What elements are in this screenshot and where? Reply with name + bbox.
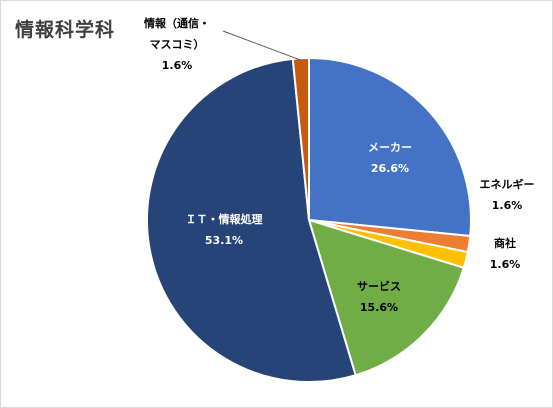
slice-category-label: 商社 <box>494 236 516 250</box>
slice-label: ＩＴ・情報処理 53.1% <box>186 212 263 247</box>
leader-line <box>222 30 302 61</box>
slice-label: サービス 15.6% <box>357 279 401 314</box>
slice-value-label: 26.6% <box>371 162 409 175</box>
slice-label: 情報（通信・マスコミ） 1.6% <box>144 16 210 72</box>
slice-category-label: 情報（通信・ <box>144 16 210 30</box>
pie-slice <box>146 57 357 383</box>
slice-category-label: エネルギー <box>480 177 535 191</box>
slice-value-label: 53.1% <box>205 234 243 247</box>
slice-value-label: 1.6% <box>490 258 521 271</box>
slice-category-label: マスコミ） <box>150 38 205 51</box>
slice-label: メーカー 26.6% <box>368 141 412 175</box>
slice-category-label: サービス <box>357 279 401 293</box>
slice-value-label: 15.6% <box>360 301 398 314</box>
pie-slice <box>307 218 466 377</box>
slice-value-label: 1.6% <box>492 199 523 212</box>
slice-category-label: ＩＴ・情報処理 <box>186 212 263 226</box>
slice-category-label: メーカー <box>368 141 412 154</box>
chart-title: 情報科学科 <box>15 19 116 41</box>
slice-label: 商社 1.6% <box>490 236 521 271</box>
slice-value-label: 1.6% <box>162 59 193 72</box>
pie-slice <box>291 56 310 221</box>
slice-label: エネルギー 1.6% <box>480 177 535 212</box>
pie-slice <box>308 56 472 238</box>
